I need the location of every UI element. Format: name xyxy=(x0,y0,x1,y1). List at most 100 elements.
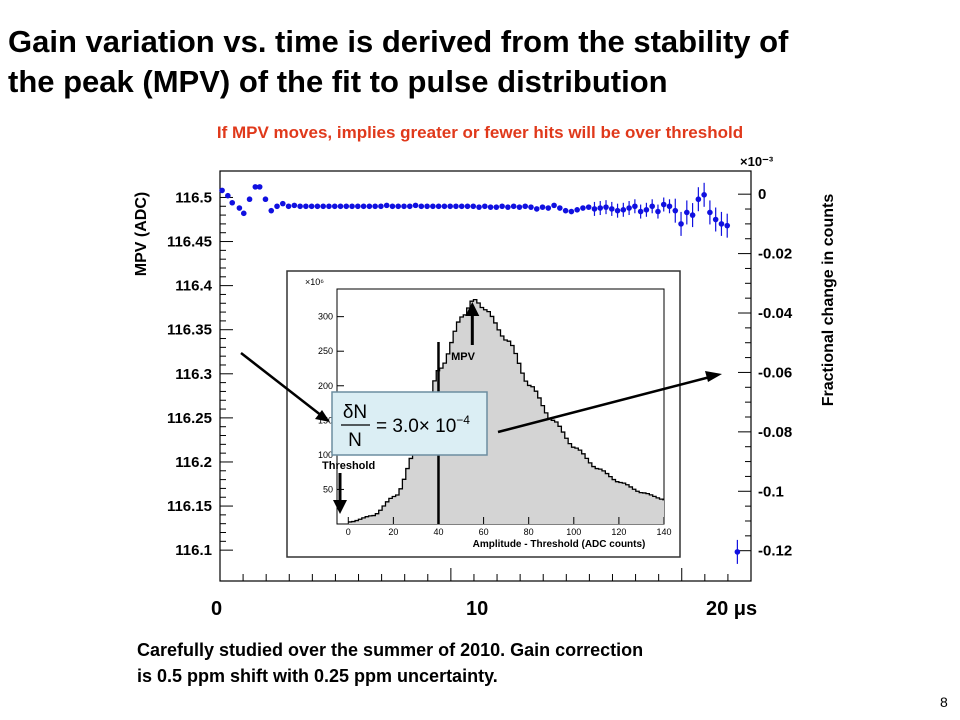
data-point xyxy=(603,204,609,210)
y-tick-label: 116.35 xyxy=(167,322,212,339)
inset-x-tick-label: 80 xyxy=(524,527,534,537)
data-point xyxy=(383,202,390,209)
data-point xyxy=(724,222,731,229)
y2-tick-label: -0.12 xyxy=(758,543,792,560)
data-point xyxy=(430,203,436,210)
inset-y-tick-label: 100 xyxy=(318,450,333,460)
right-pointer-arrow xyxy=(497,375,711,434)
data-point xyxy=(355,203,361,210)
data-point xyxy=(418,203,425,210)
data-point xyxy=(608,206,615,212)
y2-axis-label: Fractional change in counts xyxy=(820,194,837,407)
data-point xyxy=(574,206,580,213)
y2-tick-label: -0.08 xyxy=(758,424,792,441)
data-point xyxy=(626,205,632,211)
data-point xyxy=(493,204,500,210)
data-point xyxy=(476,204,482,210)
data-point xyxy=(291,202,298,209)
threshold-annotation: Threshold xyxy=(322,460,375,472)
footnote-line-1: Carefully studied over the summer of 201… xyxy=(137,640,644,660)
y2-tick-label: -0.04 xyxy=(758,305,793,322)
data-point xyxy=(643,206,650,213)
data-point xyxy=(366,203,373,210)
data-point xyxy=(372,203,378,210)
data-point xyxy=(655,208,661,215)
data-point xyxy=(268,207,275,214)
data-point xyxy=(435,203,442,210)
data-point xyxy=(562,207,569,214)
x-tick-label-10: 10 xyxy=(466,598,489,620)
right-pointer-arrowhead xyxy=(705,371,722,382)
left-pointer-arrow xyxy=(240,352,323,417)
data-point xyxy=(734,549,741,555)
data-point xyxy=(406,203,413,210)
data-point xyxy=(252,184,259,190)
inset-x-axis-label: Amplitude - Threshold (ADC counts) xyxy=(473,539,646,550)
data-point xyxy=(441,203,448,210)
mpv-arrowhead xyxy=(465,302,480,316)
data-point xyxy=(718,221,725,227)
data-point xyxy=(684,209,690,216)
data-point xyxy=(262,196,269,203)
data-point xyxy=(285,203,292,210)
equation-box: δN N = 3.0× 10−4 xyxy=(331,391,488,456)
x-tick-label-0: 0 xyxy=(211,598,223,620)
slide-subtitle: If MPV moves, implies greater or fewer h… xyxy=(216,123,744,142)
histogram-area xyxy=(348,299,664,524)
data-point xyxy=(551,202,557,209)
inset-x-tick-label: 60 xyxy=(479,527,489,537)
data-point xyxy=(470,203,477,210)
data-point xyxy=(458,203,465,210)
data-point xyxy=(701,192,707,198)
y-tick-label: 116.5 xyxy=(175,189,212,206)
data-point xyxy=(412,202,419,209)
data-point xyxy=(447,203,453,210)
data-point xyxy=(274,203,280,210)
data-point xyxy=(712,216,719,223)
data-point xyxy=(360,203,367,210)
data-point xyxy=(349,203,355,210)
inset-y-tick-label: 300 xyxy=(318,312,333,322)
data-point xyxy=(279,200,286,207)
y-tick-label: 116.2 xyxy=(175,454,212,471)
data-point xyxy=(343,203,350,210)
footnote: Carefully studied over the summer of 201… xyxy=(137,637,643,689)
data-point xyxy=(533,206,540,212)
data-point xyxy=(219,187,225,194)
data-point xyxy=(308,203,315,210)
data-point xyxy=(499,203,505,210)
data-point xyxy=(482,203,488,210)
data-point xyxy=(337,203,344,210)
data-point xyxy=(510,203,517,210)
data-point xyxy=(378,203,384,210)
data-point xyxy=(689,212,696,218)
inset-x-tick-label: 120 xyxy=(611,527,626,537)
pointer-arrows xyxy=(240,352,722,434)
data-point xyxy=(240,210,247,217)
y-axis-label: MPV (ADC) xyxy=(133,192,150,276)
main-axes: 116.5 116.45 116.4 116.35 116.3 116.25 116.2 11… xyxy=(167,186,793,581)
data-point xyxy=(557,205,563,211)
data-point xyxy=(666,203,673,210)
y2-tick-label: -0.1 xyxy=(758,483,784,500)
data-point xyxy=(614,207,621,214)
slide-title: Gain variation vs. time is derived from … xyxy=(8,22,958,102)
mpv-annotation: MPV xyxy=(451,351,476,363)
data-point xyxy=(236,205,243,211)
equation-rhs: = 3.0× 10−4 xyxy=(376,413,470,437)
inset-x-tick-label: 20 xyxy=(388,527,398,537)
data-point xyxy=(597,205,604,211)
left-pointer-arrowhead xyxy=(315,410,330,422)
data-point xyxy=(389,203,396,210)
data-point xyxy=(464,203,471,210)
data-point xyxy=(591,206,598,212)
inset-y-tick-label: 50 xyxy=(323,484,333,494)
data-point xyxy=(672,207,679,214)
y2-exponent: ×10⁻³ xyxy=(740,154,774,169)
equation-denominator: N xyxy=(348,430,362,451)
data-point xyxy=(522,203,529,210)
data-point xyxy=(516,204,523,210)
footnote-line-2: is 0.5 ppm shift with 0.25 ppm uncertain… xyxy=(137,666,498,686)
data-point xyxy=(568,208,575,215)
data-point xyxy=(580,205,586,211)
